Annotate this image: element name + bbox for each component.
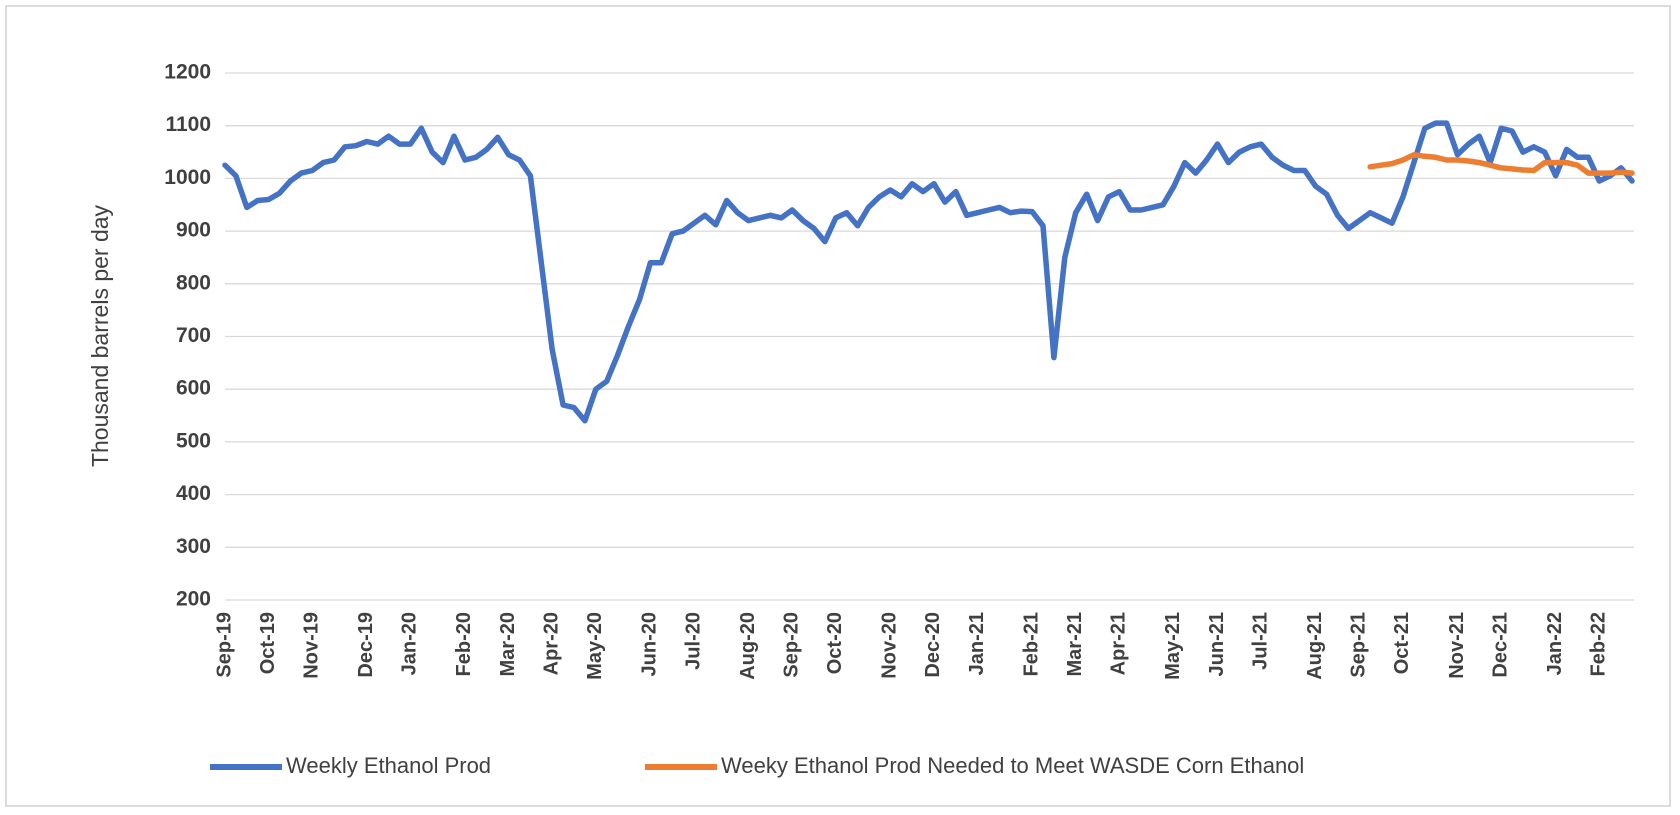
x-tick-label: Feb-22 [1588,612,1610,676]
x-tick-label: Nov-21 [1446,612,1468,679]
x-tick-label: Nov-19 [301,612,323,679]
x-tick-label: Jan-20 [399,612,421,675]
y-tick-label: 1000 [164,166,211,189]
y-tick-label: 500 [176,429,211,452]
x-tick-label: Oct-21 [1391,612,1413,674]
x-tick-label: May-20 [584,612,606,680]
x-tick-label: Apr-21 [1108,612,1130,675]
y-tick-label: 300 [176,535,211,558]
x-tick-label: Mar-20 [497,612,519,676]
x-tick-label: May-21 [1162,612,1184,680]
y-tick-label: 1200 [164,61,211,84]
legend-label: Weekly Ethanol Prod [286,753,491,778]
x-tick-label: Nov-20 [879,612,901,679]
x-tick-label: Oct-20 [824,612,846,674]
x-tick-label: Sep-19 [213,612,235,678]
y-tick-label: 600 [176,377,211,400]
x-tick-label: Sep-20 [780,612,802,678]
x-tick-label: Jan-22 [1544,612,1566,675]
x-tick-label: Aug-20 [737,612,759,680]
y-tick-label: 200 [176,588,211,611]
y-tick-label: 800 [176,271,211,294]
x-tick-label: Feb-20 [453,612,475,676]
x-tick-label: Dec-21 [1489,612,1511,678]
series-line [1367,151,1635,176]
x-tick-label: Jan-21 [966,612,988,675]
y-tick-label: 400 [176,482,211,505]
y-tick-label: 1100 [165,113,211,136]
series-line [222,120,1635,424]
x-tick-label: Aug-21 [1304,612,1326,680]
y-axis-title: Thousand barrels per day [87,204,113,467]
x-tick-label: Jun-21 [1206,612,1228,676]
x-tick-label: Sep-21 [1348,612,1370,678]
x-tick-label: Jun-20 [639,612,661,676]
x-tick-label: Jul-20 [682,612,704,670]
x-tick-label: Feb-21 [1020,612,1042,676]
y-tick-label: 900 [176,219,211,242]
chart-border [5,5,1671,807]
x-tick-label: Jul-21 [1249,612,1271,670]
x-tick-label: Mar-21 [1064,612,1086,676]
x-tick-label: Dec-20 [922,612,944,678]
x-tick-label: Dec-19 [355,612,377,678]
x-tick-label: Oct-19 [257,612,279,674]
legend-label: Weeky Ethanol Prod Needed to Meet WASDE … [721,753,1304,778]
x-tick-label: Apr-20 [540,612,562,675]
y-tick-label: 700 [176,324,211,347]
